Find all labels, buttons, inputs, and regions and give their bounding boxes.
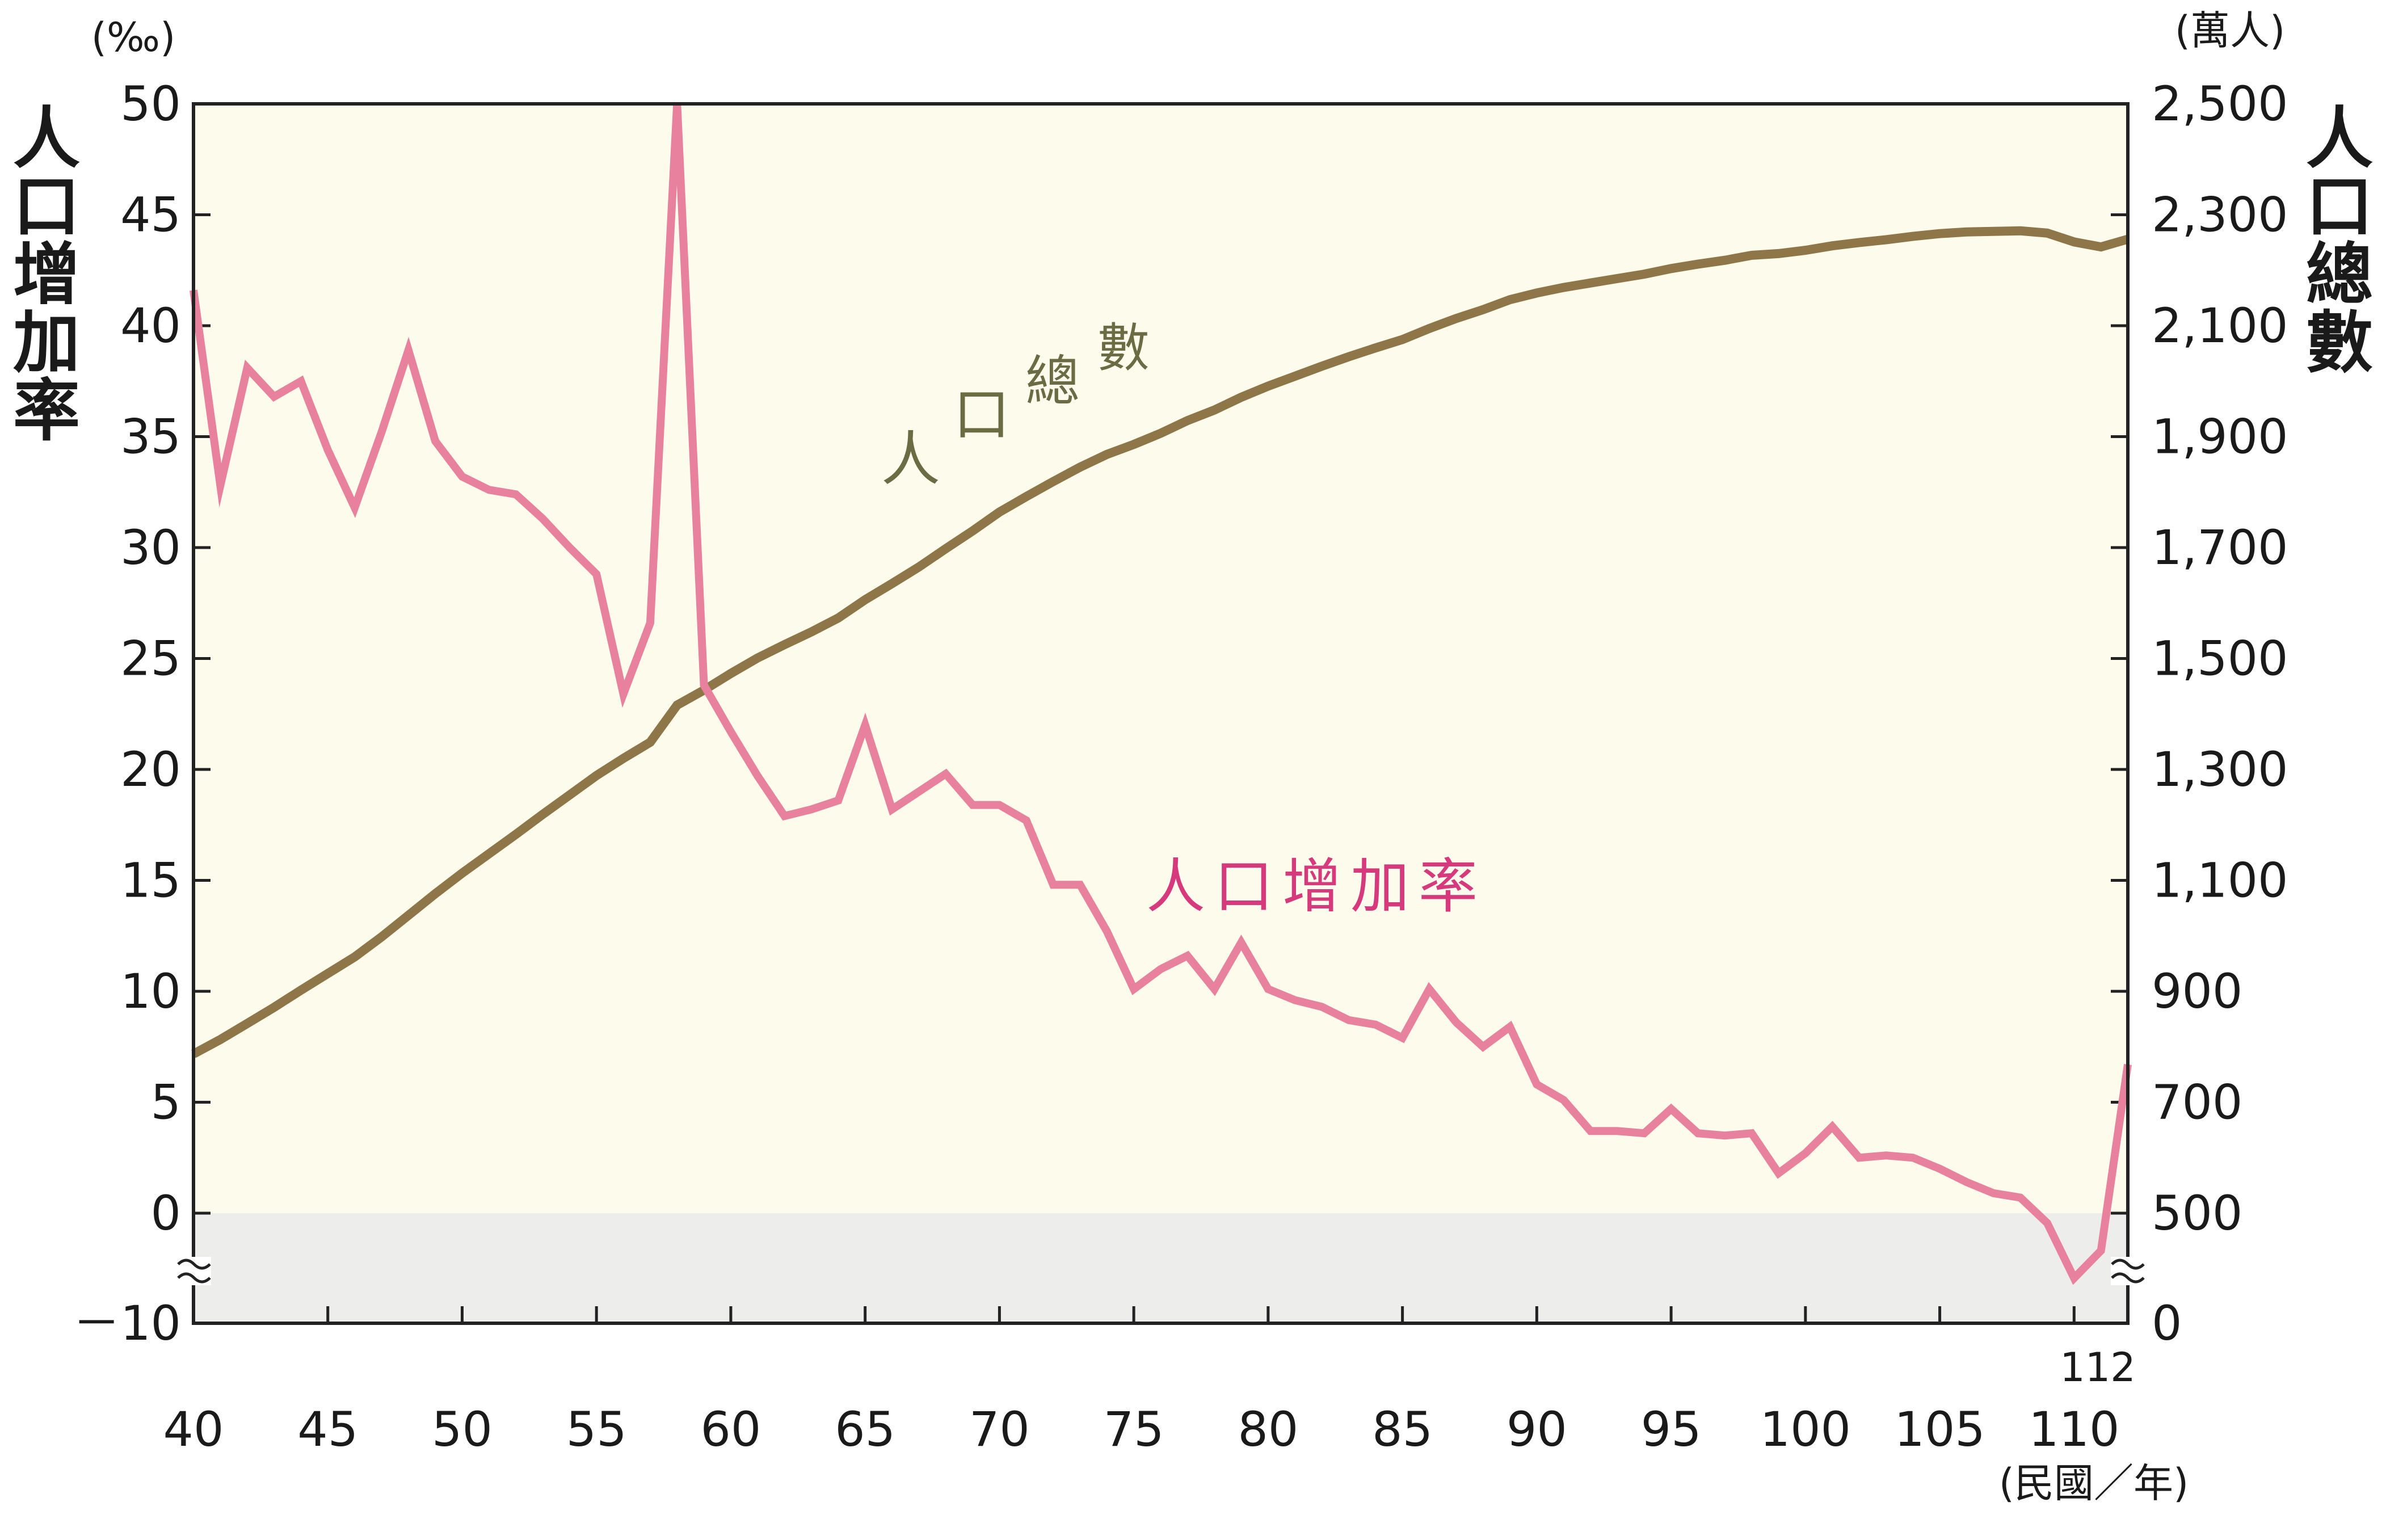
right-tick-label: 2,500 — [2152, 76, 2288, 132]
left-tick-label: 40 — [120, 298, 181, 354]
right-tick-label: 1,100 — [2152, 853, 2288, 908]
left-tick-label: 50 — [120, 76, 181, 132]
axis-title-char: 數 — [2306, 304, 2373, 382]
x-tick-label: 95 — [1641, 1402, 1702, 1457]
left-axis-title: 人口增加率 — [13, 99, 80, 450]
series-label-population-total: 人口 總數 — [881, 318, 1150, 494]
x-axis-unit: (民國／年) — [1999, 1460, 2189, 1507]
left-tick-label: 10 — [120, 963, 181, 1019]
right-tick-label: 0 — [2152, 1295, 2182, 1351]
axis-title-char: 口 — [2306, 167, 2373, 246]
right-tick-label: 500 — [2152, 1185, 2242, 1241]
right-tick-label: 900 — [2152, 963, 2242, 1019]
left-tick-label: 30 — [120, 520, 181, 575]
left-tick-label: －10 — [73, 1295, 181, 1351]
right-tick-label: 1,500 — [2152, 631, 2288, 687]
growth-rate-line — [190, 103, 2132, 1285]
left-tick-label: 45 — [120, 187, 181, 243]
x-tick-label: 45 — [297, 1402, 358, 1457]
x-tick-label: 50 — [432, 1402, 493, 1457]
x-tick-label: 70 — [969, 1402, 1030, 1457]
series-layer — [190, 103, 2132, 1285]
x-tick-label: 40 — [163, 1402, 224, 1457]
left-tick-label: 0 — [151, 1185, 181, 1241]
axis-title-char: 加 — [13, 304, 80, 382]
x-tick-label: 80 — [1238, 1402, 1298, 1457]
left-tick-label: 35 — [120, 409, 181, 465]
left-axis-unit: (‰) — [91, 14, 176, 61]
axis-title-char: 率 — [13, 372, 80, 450]
plot-frame — [192, 102, 2130, 1325]
right-tick-label: 1,900 — [2152, 409, 2288, 465]
right-tick-label: 700 — [2152, 1075, 2242, 1130]
axis-title-char: 人 — [2306, 99, 2373, 178]
series-label-growth-rate: 人口增加率 — [1146, 852, 1487, 921]
axis-title-char: 總 — [2306, 235, 2373, 314]
x-tick-label: 100 — [1760, 1402, 1851, 1457]
x-tick-label: 110 — [2029, 1402, 2119, 1457]
x-tick-label: 75 — [1104, 1402, 1164, 1457]
right-tick-label: 2,300 — [2152, 187, 2288, 243]
axis-title-char: 增 — [13, 235, 80, 314]
axis-title-char: 人 — [13, 99, 80, 178]
right-axis-break-mark — [2111, 1257, 2145, 1285]
axis-title-char: 口 — [13, 167, 80, 246]
x-tick-label: 85 — [1372, 1402, 1433, 1457]
left-tick-label: 5 — [151, 1075, 181, 1130]
x-tick-label: 60 — [700, 1402, 761, 1457]
right-tick-label: 2,100 — [2152, 298, 2288, 354]
left-tick-label: 20 — [120, 742, 181, 797]
left-tick-label: 15 — [120, 853, 181, 908]
x-tick-label: 105 — [1894, 1402, 1985, 1457]
left-tick-label: 25 — [120, 631, 181, 687]
ticks-layer: 50454035302520151050－102,5002,3002,1001,… — [73, 76, 2288, 1457]
right-axis-unit: (萬人) — [2175, 7, 2286, 54]
right-tick-label: 1,700 — [2152, 520, 2288, 575]
x-tick-label: 65 — [835, 1402, 895, 1457]
left-axis-break-mark — [177, 1257, 211, 1285]
plot-area-negative — [193, 1213, 2128, 1323]
x-tick-label: 90 — [1506, 1402, 1567, 1457]
right-tick-label: 1,300 — [2152, 742, 2288, 797]
population-total-line — [191, 226, 2130, 1058]
plot-area-positive — [193, 104, 2128, 1213]
x-extra-tick-label: 112 — [2060, 1344, 2136, 1391]
x-tick-label: 55 — [566, 1402, 627, 1457]
